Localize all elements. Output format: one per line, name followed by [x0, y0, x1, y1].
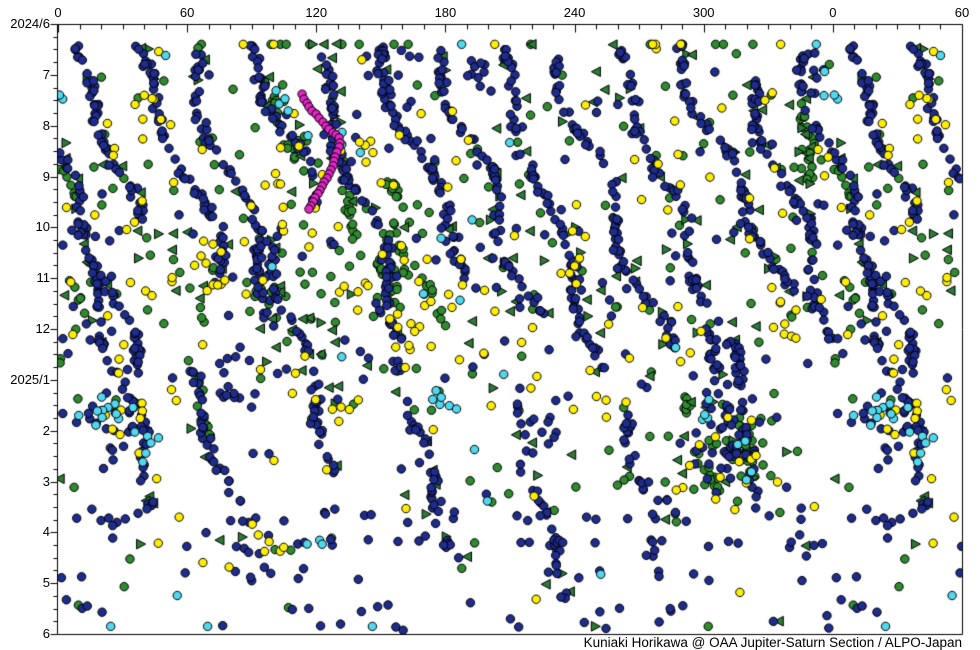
x-tick-label: 0: [829, 5, 837, 20]
y-tick-label: 9: [42, 168, 50, 184]
x-tick-label: 60: [179, 5, 195, 20]
y-tick-label: 11: [36, 270, 51, 286]
y-tick-label: 5: [42, 575, 50, 591]
y-tick-label: 4: [42, 524, 50, 540]
x-tick-label: 240: [563, 5, 586, 20]
y-tick-label: 3: [42, 473, 50, 489]
y-tick-label: 10: [35, 219, 50, 235]
y-tick-label: 2024/6: [10, 16, 50, 31]
attribution-text: Kuniaki Horikawa @ OAA Jupiter-Saturn Se…: [583, 635, 962, 650]
x-tick-label: 120: [305, 5, 328, 20]
y-tick-label: 8: [42, 117, 50, 133]
x-tick-label: 60: [954, 5, 970, 20]
x-tick-label: 300: [692, 5, 715, 20]
y-tick-label: 7: [42, 66, 50, 82]
y-tick-label: 2025/1: [10, 371, 50, 387]
y-tick-label: 12: [35, 321, 50, 336]
y-tick-label: 2: [42, 422, 50, 438]
x-tick-label: 180: [434, 5, 457, 20]
x-tick-label: 0: [54, 5, 62, 20]
y-tick-label: 6: [42, 626, 50, 641]
